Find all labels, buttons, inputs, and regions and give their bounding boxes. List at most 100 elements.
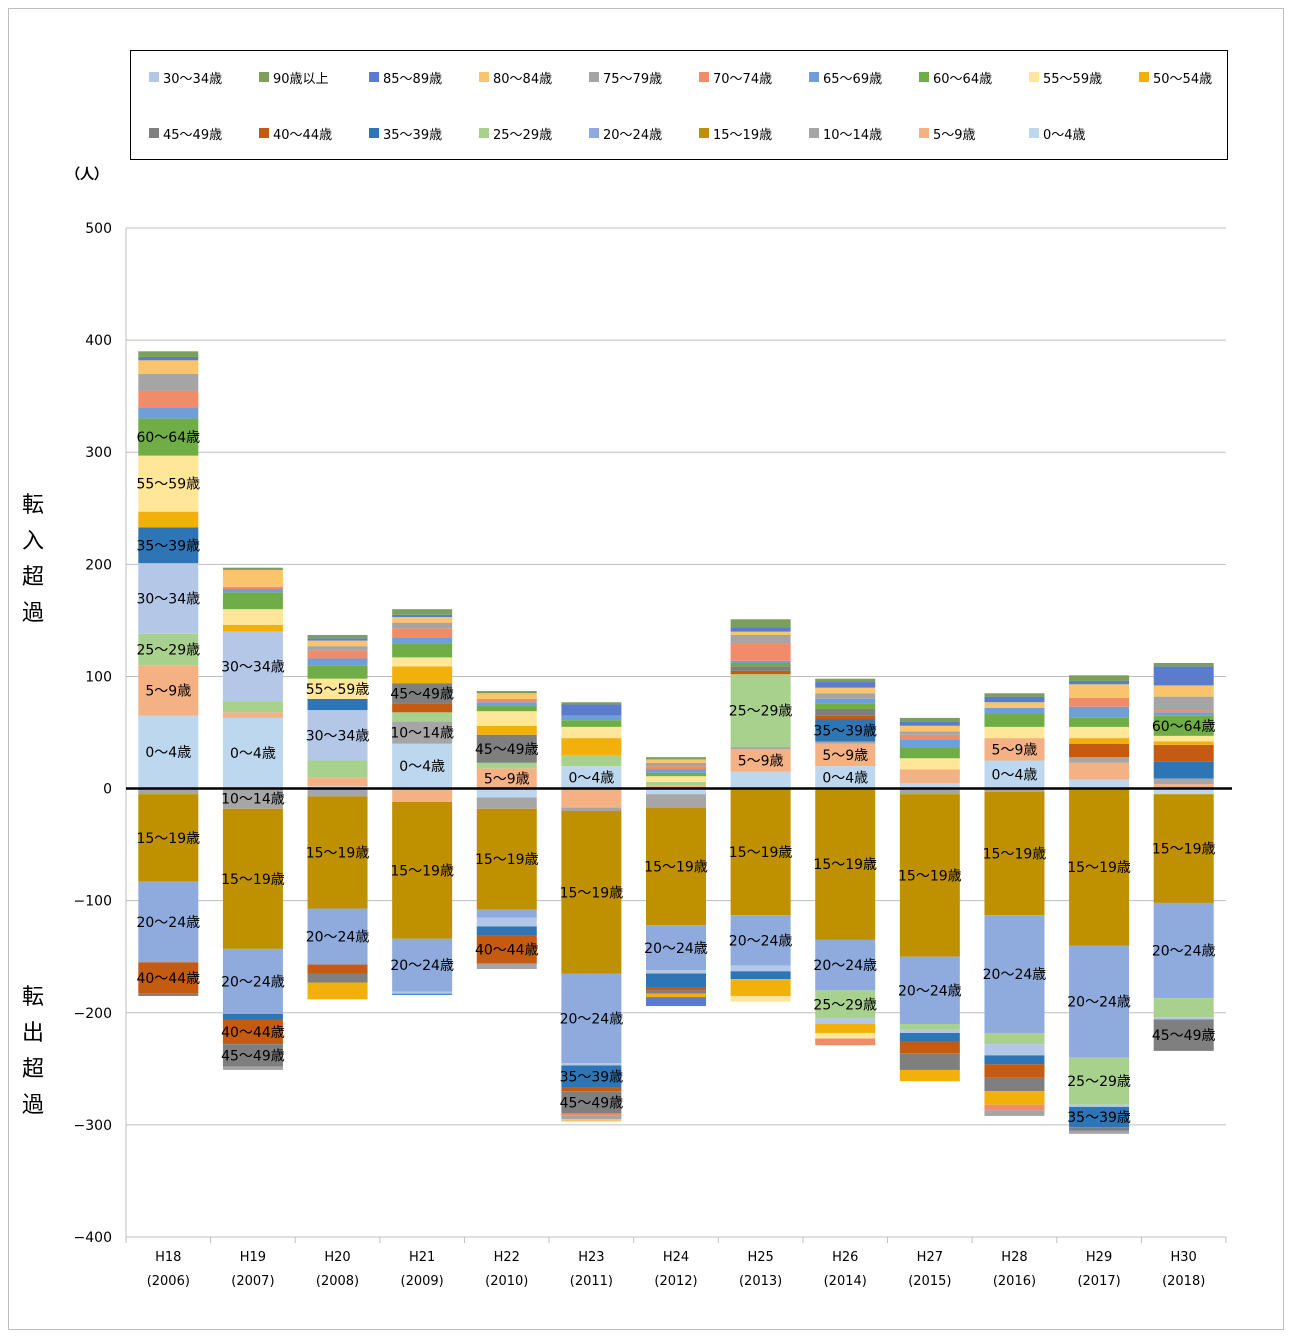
bar-segment: [307, 665, 368, 679]
bar-segment: [222, 1044, 283, 1067]
legend-entry: 25〜29歳: [479, 124, 553, 143]
bar-segment: [899, 731, 960, 735]
bar-segment: [561, 704, 622, 716]
bar-segment: [984, 738, 1045, 761]
x-tick-label-year: (2017): [1077, 1274, 1120, 1289]
bar-segment: [1069, 680, 1130, 685]
legend-swatch: [149, 128, 159, 138]
legend-label: 25〜29歳: [493, 127, 553, 143]
legend-swatch: [479, 128, 489, 138]
bar-segment: [730, 971, 791, 980]
bar-segment: [222, 1066, 283, 1070]
bar-segment: [815, 687, 876, 694]
legend-swatch: [699, 128, 709, 138]
bar-segment: [1153, 715, 1214, 736]
segment-label: 5〜9歳: [738, 754, 784, 770]
segment-label: 45〜49歳: [221, 1048, 285, 1064]
bar-segment: [730, 619, 791, 628]
segment-label: 20〜24歳: [983, 967, 1047, 983]
bar-segment: [561, 1115, 622, 1120]
bar-segment: [222, 712, 283, 718]
x-tick-label-year: (2018): [1162, 1274, 1205, 1289]
bar-segment: [392, 721, 453, 744]
bar-segment: [307, 678, 368, 699]
legend-entry: 40〜44歳: [259, 124, 332, 143]
bar-segment: [392, 712, 453, 722]
legend-swatch: [699, 72, 709, 82]
bar-segment: [222, 609, 283, 625]
bar-segment: [392, 628, 453, 638]
bar-segment: [1069, 762, 1130, 780]
segment-label: 15〜19歳: [475, 852, 539, 868]
bar-segment: [138, 390, 199, 408]
bar-segment: [899, 1032, 960, 1042]
y-tick-label: 300: [85, 445, 112, 461]
bar-segment: [222, 631, 283, 702]
legend-label: 80〜84歳: [493, 71, 553, 87]
bar-segment: [476, 734, 537, 763]
segment-label: 60〜64歳: [1152, 719, 1216, 735]
bar-segment: [984, 1055, 1045, 1065]
x-tick-label-era: H26: [832, 1250, 858, 1265]
bar-segment: [561, 1091, 622, 1114]
legend-entry: 50〜54歳: [1139, 68, 1213, 87]
bar-segment: [984, 1091, 1045, 1105]
bar-segment: [730, 915, 791, 966]
legend-entry: 60〜64歳: [919, 68, 992, 87]
legend-label: 30〜34歳: [163, 71, 223, 87]
legend-label: 50〜54歳: [1153, 71, 1213, 87]
legend-swatch: [809, 128, 819, 138]
legend-label: 45〜49歳: [163, 127, 223, 143]
bar-segment: [984, 1044, 1045, 1056]
segment-label: 15〜19歳: [306, 845, 370, 861]
x-tick-label-era: H19: [240, 1250, 266, 1265]
side-label-top-char: 過: [21, 601, 44, 626]
bar-segment: [307, 760, 368, 778]
bar-segment: [899, 717, 960, 722]
side-label-bottom-char: 転: [21, 985, 44, 1010]
bar-segment: [730, 631, 791, 635]
bar-segment: [476, 762, 537, 769]
bar-segment: [392, 666, 453, 684]
bar-segment: [392, 788, 453, 803]
segment-label: 5〜9歳: [484, 771, 530, 787]
legend-entry: 70〜74歳: [699, 68, 772, 87]
segment-label: 45〜49歳: [1152, 1028, 1216, 1044]
bar-segment: [307, 640, 368, 647]
bar-segment: [138, 407, 199, 419]
bar-segment: [307, 650, 368, 659]
y-axis-unit: （人）: [66, 167, 108, 183]
bar-segment: [222, 624, 283, 632]
bar-segment: [307, 788, 368, 797]
legend-label: 75〜79歳: [603, 71, 663, 87]
bar-segment: [392, 609, 453, 615]
segment-label: 25〜29歳: [136, 643, 200, 659]
legend-label: 35〜39歳: [383, 127, 443, 143]
bar-segment: [899, 721, 960, 726]
bar-segment: [561, 720, 622, 727]
bar-segment: [1069, 1106, 1130, 1128]
bar-segment: [476, 725, 537, 735]
segment-label: 5〜9歳: [145, 683, 191, 699]
bar-segment: [1153, 710, 1214, 713]
bar-segment: [1153, 662, 1214, 667]
segment-label: 10〜14歳: [390, 726, 454, 742]
legend-entry: 5〜9歳: [919, 124, 976, 143]
segment-label: 5〜9歳: [822, 748, 868, 764]
bar-segment: [307, 796, 368, 909]
bar-segment: [307, 982, 368, 1000]
bar-segment: [1153, 712, 1214, 716]
segment-label: 15〜19歳: [644, 859, 708, 875]
bar-segment: [815, 743, 876, 767]
bar-segment: [984, 696, 1045, 703]
bar-segment: [561, 1087, 622, 1092]
bar-segment: [899, 734, 960, 740]
bar-segment: [815, 703, 876, 709]
legend-swatch: [919, 72, 929, 82]
bar-segment: [561, 1063, 622, 1066]
legend: 30〜34歳 90歳以上 85〜89歳 80〜84歳 75〜79歳 70〜74歳 65〜69…: [130, 50, 1228, 160]
bar-segment: [815, 693, 876, 699]
bar-segment: [1069, 697, 1130, 707]
legend-entry: 90歳以上: [259, 68, 329, 87]
bar-segment: [1153, 1017, 1214, 1020]
